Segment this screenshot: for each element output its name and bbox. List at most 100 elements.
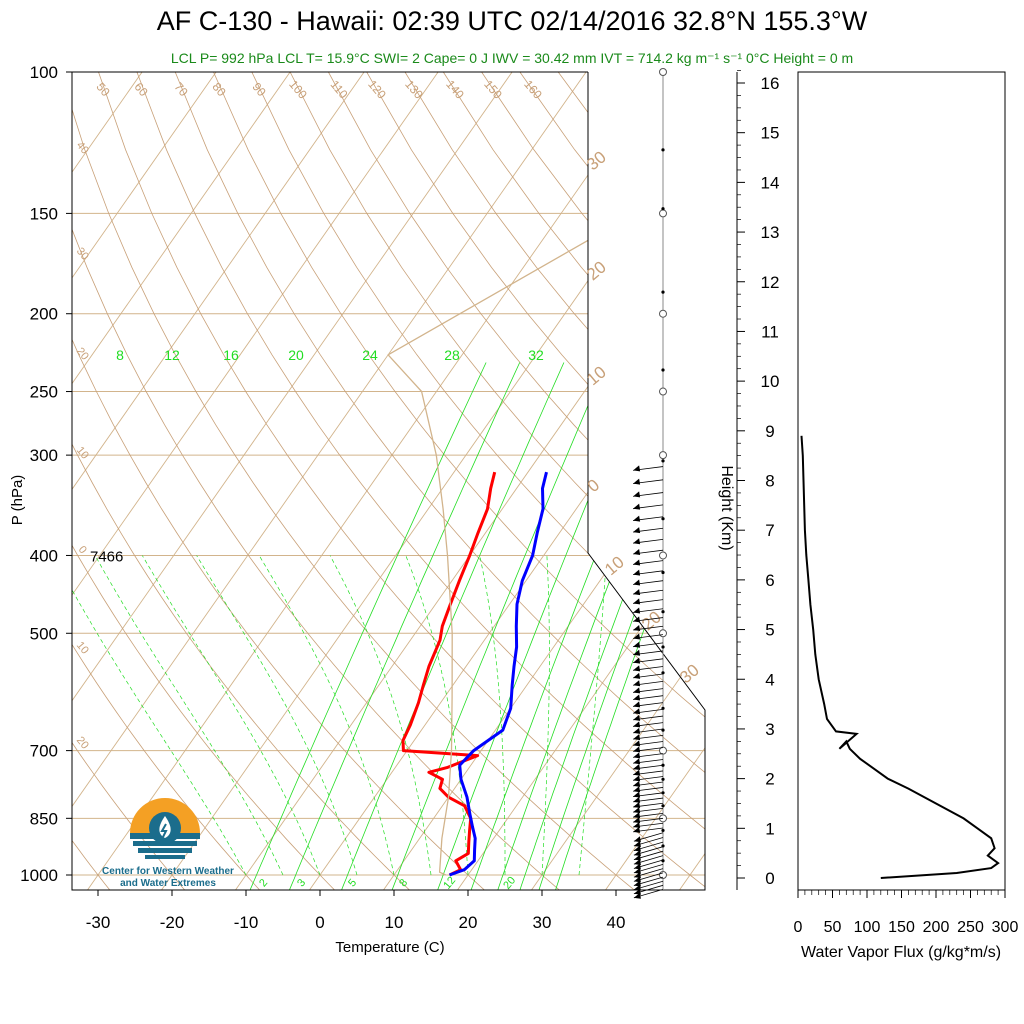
moist-adiabat xyxy=(578,555,607,876)
flux-x-axis-label: Water Vapor Flux (g/kg*m/s) xyxy=(801,944,1001,961)
temperature-line xyxy=(401,471,497,877)
barb-dot xyxy=(661,368,665,372)
wind-barb-flag xyxy=(633,780,641,787)
barb-dot xyxy=(661,828,665,833)
isotherm-line xyxy=(72,72,513,890)
adiabat-right-label: 0 xyxy=(584,475,603,496)
adiabat-right-label: 10 xyxy=(583,362,610,389)
barb-dot xyxy=(661,777,665,781)
wind-barb-flag xyxy=(633,859,641,866)
flux-x-tick-label: 250 xyxy=(957,919,984,936)
wind-barb-flag xyxy=(633,478,641,485)
dry-adiabat xyxy=(289,72,705,890)
wind-barb-flag xyxy=(633,752,641,759)
isotherm-line xyxy=(72,72,587,890)
x-tick-label: 40 xyxy=(607,913,626,932)
y-axis-label: P (hPa) xyxy=(9,475,26,526)
wind-barb-flag xyxy=(633,538,641,545)
wind-barb-flag xyxy=(633,721,641,728)
x-tick-label: -30 xyxy=(86,913,111,932)
barb-calm-circle xyxy=(659,309,667,318)
logo-text: Center for Western Weather and Water Ext… xyxy=(98,866,238,890)
wind-barb-flag xyxy=(633,836,641,843)
barb-dot xyxy=(661,459,665,463)
wind-barb-flag xyxy=(633,786,641,793)
dry-adiabat xyxy=(136,72,705,890)
wind-barb-flag xyxy=(633,625,641,632)
dry-adiabat xyxy=(404,72,705,890)
wind-barb-flag xyxy=(633,734,641,741)
wind-barb-flag xyxy=(633,598,641,605)
wind-barb-flag xyxy=(633,802,641,809)
y-tick-label: 300 xyxy=(30,446,58,465)
moist-adiabat xyxy=(196,555,358,876)
height-tick-label: 0 xyxy=(765,869,774,888)
y-tick-label: 200 xyxy=(30,305,58,324)
wind-barb-flag xyxy=(633,775,641,782)
dry-adiabat xyxy=(72,72,337,890)
adiabat-right-label: 30 xyxy=(583,147,610,174)
wind-barb-flag xyxy=(633,569,641,576)
wind-barb-flag xyxy=(633,559,641,566)
wind-barb-flag xyxy=(633,892,641,899)
barb-calm-circle xyxy=(659,551,667,560)
mixing-ratio-label: 12 xyxy=(164,347,180,363)
wind-barb-flag xyxy=(633,515,641,522)
adiabat-left-label: 40 xyxy=(74,140,91,157)
height-tick-label: 7 xyxy=(765,521,774,540)
wind-barb-flag xyxy=(633,657,641,664)
y-tick-label: 250 xyxy=(30,383,58,402)
height-tick-label: 16 xyxy=(761,74,780,93)
wind-barb-flag xyxy=(633,465,641,472)
dry-adiabat xyxy=(72,72,562,890)
mixing-ratio-bottom-label: 12 xyxy=(441,875,458,892)
mixing-ratio-label: 28 xyxy=(444,347,460,363)
barb-calm-circle xyxy=(659,68,667,76)
y-tick-label: 100 xyxy=(30,63,58,82)
wind-barb-flag xyxy=(633,740,641,747)
mixing-ratio-label: 16 xyxy=(223,347,239,363)
moist-adiabat xyxy=(141,555,321,876)
wind-barb-flag xyxy=(633,769,641,776)
barb-dot xyxy=(661,517,665,521)
wind-barb-flag xyxy=(633,863,641,870)
dry-adiabat xyxy=(557,72,705,890)
wind-barb-flag xyxy=(633,633,641,640)
height-tick-label: 8 xyxy=(765,472,774,491)
isotherm-line xyxy=(529,72,705,890)
dry-adiabat xyxy=(481,72,705,890)
wind-barb-flag xyxy=(633,527,641,534)
wind-barb-flag xyxy=(633,579,641,586)
wind-barb-flag xyxy=(633,758,641,765)
dry-adiabat xyxy=(72,72,637,890)
wind-barb-flag xyxy=(633,491,641,498)
barb-dot xyxy=(661,610,665,614)
mixing-ratio-line xyxy=(436,362,646,890)
logo-text-line2: and Water Extremes xyxy=(120,878,216,889)
isotherm-line xyxy=(381,72,705,890)
wind-barb-flag xyxy=(633,826,641,833)
height-tick-label: 12 xyxy=(761,273,780,292)
height-label: 7466 xyxy=(90,548,123,565)
flux-x-tick-label: 50 xyxy=(824,919,842,936)
mixing-ratio-label: 8 xyxy=(116,347,124,363)
flux-x-tick-label: 150 xyxy=(888,919,915,936)
adiabat-left-label: 10 xyxy=(74,445,91,462)
adiabat-label: 140 xyxy=(443,77,467,102)
wind-barb-flag xyxy=(633,854,641,861)
wind-barb-flag xyxy=(633,687,641,694)
mixing-ratio-line xyxy=(470,362,674,890)
wind-barb-flag xyxy=(633,812,641,819)
wind-barb-flag xyxy=(633,807,641,814)
barb-dot xyxy=(661,804,665,808)
dry-adiabat xyxy=(251,72,705,890)
height-tick-label: 4 xyxy=(765,670,774,689)
flux-x-tick-label: 300 xyxy=(992,919,1019,936)
dry-adiabat xyxy=(72,72,487,890)
adiabat-right-label: 20 xyxy=(583,257,610,284)
x-tick-label: 30 xyxy=(533,913,552,932)
dry-adiabat xyxy=(174,72,705,890)
isotherm-line xyxy=(603,72,705,890)
adiabat-label: 80 xyxy=(209,80,229,99)
x-tick-label: -10 xyxy=(234,913,259,932)
